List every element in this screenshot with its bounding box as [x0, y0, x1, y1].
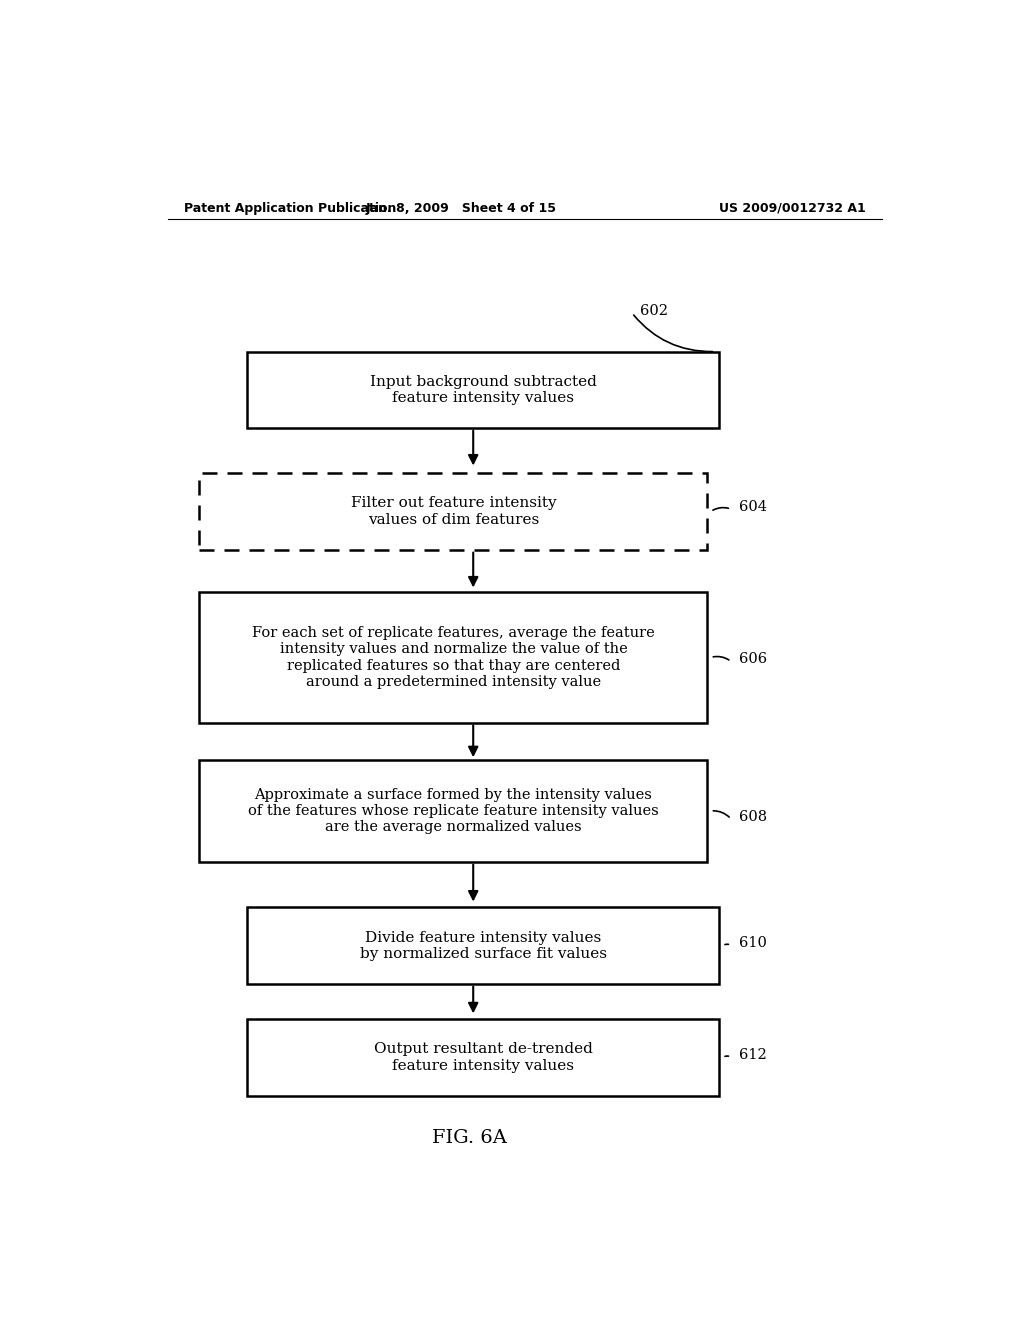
Text: Input background subtracted
feature intensity values: Input background subtracted feature inte…	[370, 375, 597, 405]
Text: For each set of replicate features, average the feature
intensity values and nor: For each set of replicate features, aver…	[252, 626, 654, 689]
Text: US 2009/0012732 A1: US 2009/0012732 A1	[719, 202, 866, 215]
Text: 610: 610	[739, 936, 767, 950]
Text: FIG. 6A: FIG. 6A	[432, 1129, 507, 1147]
Bar	[247, 351, 719, 428]
Text: 602: 602	[640, 304, 668, 318]
Text: Output resultant de-trended
feature intensity values: Output resultant de-trended feature inte…	[374, 1043, 593, 1073]
Bar	[247, 1019, 719, 1096]
Text: 612: 612	[739, 1048, 767, 1061]
Text: Divide feature intensity values
by normalized surface fit values: Divide feature intensity values by norma…	[359, 931, 606, 961]
Bar	[200, 760, 708, 862]
Text: 604: 604	[739, 500, 767, 513]
Text: Filter out feature intensity
values of dim features: Filter out feature intensity values of d…	[350, 496, 556, 527]
Text: Jan. 8, 2009   Sheet 4 of 15: Jan. 8, 2009 Sheet 4 of 15	[366, 202, 557, 215]
Text: Patent Application Publication: Patent Application Publication	[183, 202, 396, 215]
Bar	[247, 907, 719, 983]
Bar	[200, 593, 708, 722]
Text: 606: 606	[739, 652, 767, 667]
Text: Approximate a surface formed by the intensity values
of the features whose repli: Approximate a surface formed by the inte…	[248, 788, 658, 834]
Text: 608: 608	[739, 810, 767, 824]
Bar	[200, 474, 708, 549]
